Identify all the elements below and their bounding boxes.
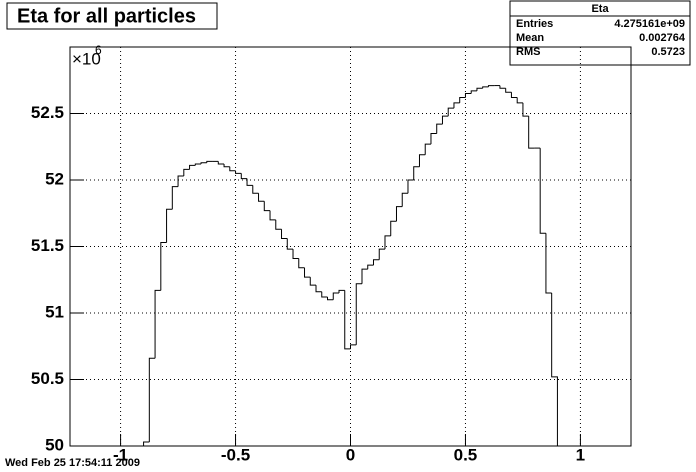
x-tick-label: 1 (576, 445, 585, 464)
histogram-bin (269, 210, 276, 221)
histogram-bin (395, 206, 403, 222)
stats-box (509, 0, 691, 66)
histogram-bin (510, 92, 518, 99)
histogram-bin (505, 88, 512, 93)
histogram-bin (482, 86, 489, 89)
histogram-bin (447, 107, 454, 117)
histogram-bin (189, 164, 196, 170)
histogram-bin (551, 293, 558, 446)
histogram-bin (194, 163, 202, 166)
histogram-bin (332, 292, 340, 300)
y-scale-label: ×10 (72, 49, 101, 68)
histogram-bin (223, 164, 230, 168)
x-tick-label: -0.5 (221, 445, 250, 464)
histogram-bin (436, 123, 443, 134)
stats-label: Entries (516, 18, 553, 30)
histogram-bin (286, 238, 294, 250)
histogram-bin (344, 290, 351, 350)
histogram-bin (441, 115, 449, 125)
y-tick-label: 51.5 (31, 236, 64, 255)
histogram-bin (240, 173, 248, 180)
histogram-bin (487, 85, 495, 87)
histogram-bin (384, 235, 391, 250)
histogram-bin (367, 264, 374, 270)
histogram-bin (459, 97, 466, 103)
histogram-bin (177, 175, 184, 187)
histogram-bin (378, 248, 385, 260)
histogram-bin (464, 93, 472, 98)
histogram-bin (453, 102, 460, 109)
y-tick-label: 52.5 (31, 103, 64, 122)
histogram-bin (200, 162, 207, 165)
stats-label: RMS (516, 46, 540, 58)
histogram-bin (315, 285, 322, 293)
x-tick-label: 0.5 (454, 445, 478, 464)
histogram-bin (298, 258, 305, 269)
histogram-bin (361, 268, 368, 284)
histogram-bin (154, 289, 161, 359)
histogram-bin (407, 179, 414, 194)
histogram-bin (516, 97, 523, 104)
histogram-bin (321, 291, 328, 298)
histogram-bin (539, 148, 546, 234)
histogram-bin (275, 219, 282, 230)
histogram-bin (229, 166, 236, 172)
stats-value: 0.002764 (639, 32, 686, 44)
histogram-bin (413, 166, 420, 180)
histogram-bin (545, 233, 552, 294)
histogram-bin (350, 344, 357, 349)
y-tick-label: 50.5 (31, 369, 64, 388)
stats-title: Eta (591, 3, 609, 15)
timestamp: Wed Feb 25 17:54:11 2009 (5, 457, 140, 469)
histogram-bin (355, 283, 362, 345)
stats-value: 0.5723 (651, 46, 685, 58)
histogram-bin (304, 267, 311, 278)
histogram-bin (258, 193, 265, 202)
histogram-bin (171, 186, 179, 210)
histogram-bin (499, 85, 506, 89)
histogram-bin (281, 229, 288, 240)
title-box (6, 2, 218, 30)
histogram-bin (309, 277, 317, 286)
histogram-bin (148, 357, 156, 443)
histogram-bin (235, 170, 242, 174)
histogram-bin (338, 289, 345, 294)
histogram-bin (246, 178, 253, 186)
histogram-bin (372, 259, 380, 266)
histogram-bin (424, 143, 431, 155)
stats-label: Mean (516, 32, 544, 44)
histogram-bin (476, 87, 483, 91)
histogram-bin (160, 242, 167, 291)
y-tick-label: 51 (45, 302, 64, 321)
histogram-bin (166, 208, 173, 243)
histogram-bin (252, 185, 259, 194)
histogram-bin (263, 201, 271, 212)
histogram-bin (327, 297, 334, 301)
histogram-bin (206, 160, 213, 163)
histogram-bin (522, 102, 529, 117)
histogram-bin (401, 192, 408, 207)
histogram-bin (528, 116, 535, 149)
histogram-bin (418, 154, 426, 167)
y-tick-label: 52 (45, 169, 64, 188)
histogram-bin (470, 90, 477, 94)
histogram-bin (430, 132, 437, 145)
x-tick-label: -1 (113, 445, 128, 464)
histogram-bin (292, 249, 299, 259)
y-scale-exponent: 6 (95, 43, 102, 57)
histogram-bin (390, 220, 397, 236)
histogram-bin (217, 161, 225, 165)
x-tick-label: 0 (346, 445, 355, 464)
stats-value: 4.275161e+09 (614, 18, 685, 30)
y-tick-label: 50 (45, 435, 64, 454)
histogram-bin (183, 168, 190, 177)
histogram-bin (143, 441, 150, 446)
chart-title: Eta for all particles (17, 5, 196, 27)
